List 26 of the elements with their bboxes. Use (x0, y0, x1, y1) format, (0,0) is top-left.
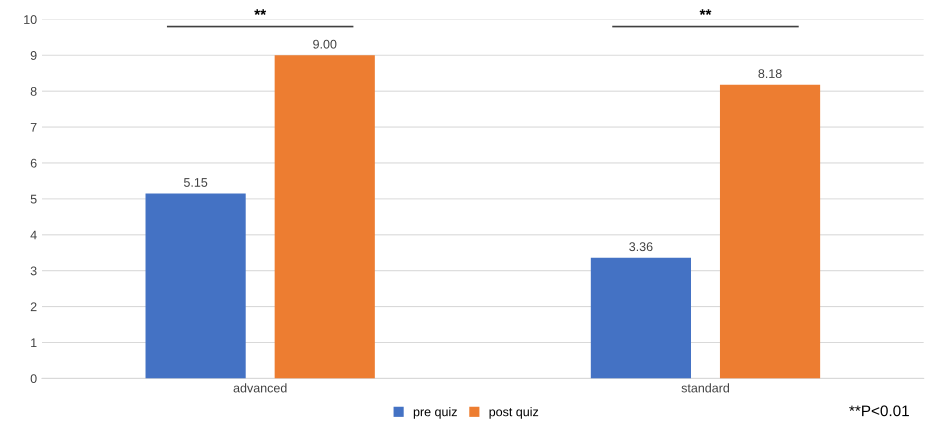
y-tick-label: 10 (24, 15, 37, 24)
x-tick-label: advanced (234, 383, 286, 392)
bar (720, 84, 820, 378)
y-tick-label: 5 (30, 194, 37, 204)
data-label: 8.18 (758, 69, 782, 78)
y-tick-label: 6 (30, 158, 37, 168)
y-tick-label: 1 (31, 338, 37, 348)
data-label: 3.36 (629, 242, 653, 252)
data-label: 5.15 (184, 178, 208, 187)
y-tick-label: 0 (30, 374, 37, 384)
text: ** (700, 9, 712, 15)
y-tick-label: 8 (30, 86, 37, 96)
legend-label: post quiz (490, 407, 538, 419)
x-tick-label: standard (682, 383, 729, 392)
data-label: 9.00 (313, 40, 336, 49)
text: ** (254, 9, 266, 15)
y-tick-label: 4 (30, 230, 37, 240)
text: **P<0.01 (849, 405, 909, 416)
legend-label: pre quiz (414, 407, 457, 419)
bar (146, 193, 246, 378)
y-tick-label: 2 (30, 302, 36, 312)
y-tick-label: 7 (30, 122, 36, 132)
bar (590, 258, 692, 378)
y-tick-label: 9 (30, 51, 37, 60)
y-tick-label: 3 (30, 266, 37, 276)
bar (274, 55, 375, 378)
